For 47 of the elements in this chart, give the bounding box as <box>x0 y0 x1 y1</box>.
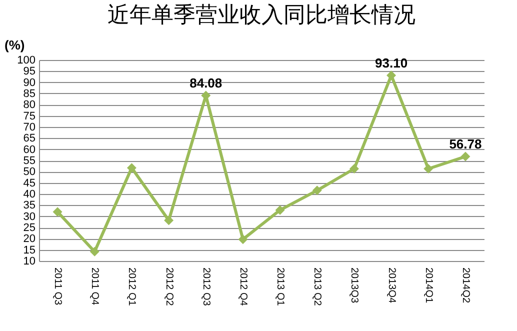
data-label: 93.10 <box>375 55 408 70</box>
y-tick-label: 75 <box>23 110 36 122</box>
x-tick-label: 2011 Q4 <box>89 268 100 306</box>
x-tick-label: 2013 Q1 <box>274 268 286 306</box>
y-tick-label: 90 <box>23 76 36 89</box>
y-tick-label: 30 <box>23 210 36 223</box>
point <box>460 152 470 162</box>
x-tick-label: 2013 Q2 <box>312 268 323 306</box>
y-tick-label: 35 <box>23 200 36 212</box>
point <box>275 205 285 215</box>
x-tick-label: 2013Q4 <box>386 268 397 304</box>
point <box>312 186 322 196</box>
x-tick-label: 2014Q1 <box>422 268 434 304</box>
y-tick-label: 80 <box>23 99 36 112</box>
y-tick-label: 70 <box>23 122 36 134</box>
x-tick-label: 2012 Q4 <box>237 268 248 306</box>
x-tick-label: 2011 Q3 <box>52 268 64 306</box>
point <box>126 163 136 173</box>
y-tick-label: 50 <box>23 166 36 178</box>
y-tick-label: 40 <box>23 188 36 200</box>
y-axis-title: (%) <box>4 38 25 52</box>
point <box>90 246 100 256</box>
y-tick-label: 95 <box>23 66 36 78</box>
y-tick-label: 100 <box>17 54 36 66</box>
data-label: 56.78 <box>449 136 482 152</box>
point <box>238 234 248 244</box>
x-tick-label: 2014Q2 <box>460 268 471 304</box>
point <box>52 207 62 217</box>
y-tick-label: 60 <box>23 144 36 156</box>
x-tick-label: 2012 Q2 <box>163 268 174 306</box>
point <box>424 164 434 174</box>
x-tick-label: 2012 Q3 <box>200 268 212 306</box>
y-tick-label: 85 <box>23 88 36 100</box>
y-tick-label: 25 <box>23 222 36 234</box>
y-tick-label: 10 <box>23 256 36 268</box>
y-tick-label: 45 <box>23 177 36 190</box>
point <box>349 164 359 174</box>
point <box>386 70 396 80</box>
data-label: 84.08 <box>190 76 222 91</box>
x-tick-label: 2012 Q1 <box>126 268 138 306</box>
y-tick-label: 15 <box>23 244 36 256</box>
y-tick-label: 55 <box>23 155 36 167</box>
y-tick-label: 65 <box>23 132 36 145</box>
chart-title: 近年单季营业收入同比增长情况 <box>108 3 416 28</box>
y-tick-label: 20 <box>23 233 36 246</box>
x-tick-label: 2013Q3 <box>348 268 360 304</box>
point <box>164 216 174 226</box>
